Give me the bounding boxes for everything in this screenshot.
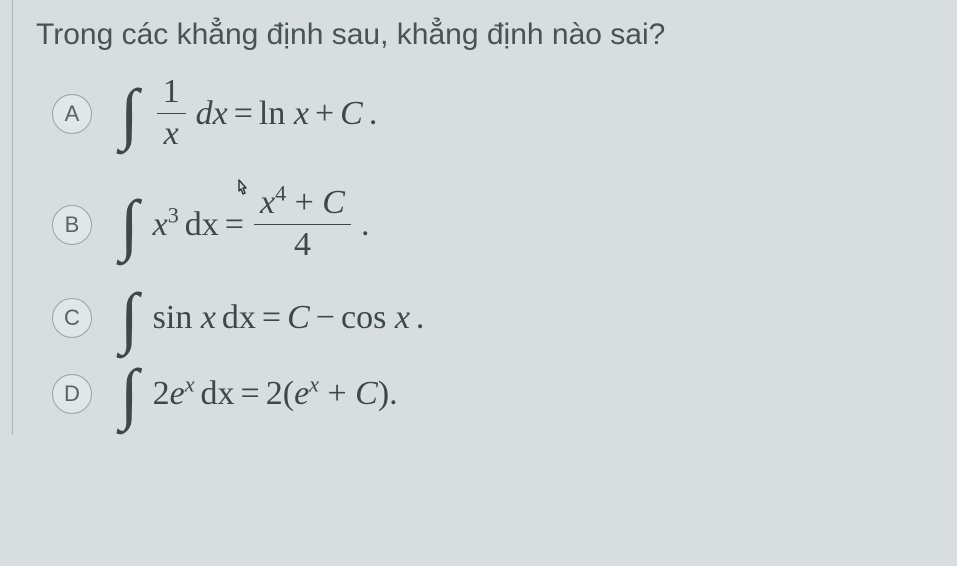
question-text: Trong các khẳng định sau, khẳng định nào…	[28, 18, 929, 52]
integral-sign: ∫	[120, 294, 139, 342]
page-left-border	[12, 0, 13, 435]
option-d-letter: D	[52, 374, 92, 414]
integral-sign: ∫	[120, 201, 139, 249]
option-a[interactable]: A ∫ 1 x dx = ln x + C.	[52, 72, 929, 155]
integral-sign: ∫	[120, 370, 139, 418]
option-a-formula: ∫ 1 x dx = ln x + C.	[120, 72, 377, 155]
option-b-formula: ∫ x3 dx = x4 + C 4 .	[120, 183, 369, 266]
fraction: x4 + C 4	[254, 183, 351, 266]
differential: dx	[196, 95, 228, 133]
option-d-formula: ∫ 2ex dx = 2(ex + C).	[120, 370, 398, 418]
option-c-letter: C	[52, 298, 92, 338]
cursor-pointer-icon	[232, 177, 254, 207]
option-b[interactable]: B ∫ x3 dx = x4 + C 4	[52, 183, 929, 266]
option-a-letter: A	[52, 94, 92, 134]
option-c[interactable]: C ∫ sin x dx = C − cos x.	[52, 294, 929, 342]
integral-sign: ∫	[120, 90, 139, 138]
option-c-formula: ∫ sin x dx = C − cos x.	[120, 294, 424, 342]
fraction: 1 x	[157, 72, 186, 155]
option-b-letter: B	[52, 205, 92, 245]
option-d[interactable]: D ∫ 2ex dx = 2(ex + C).	[52, 370, 929, 418]
options-container: A ∫ 1 x dx = ln x + C. B ∫ x3 dx	[28, 72, 929, 417]
